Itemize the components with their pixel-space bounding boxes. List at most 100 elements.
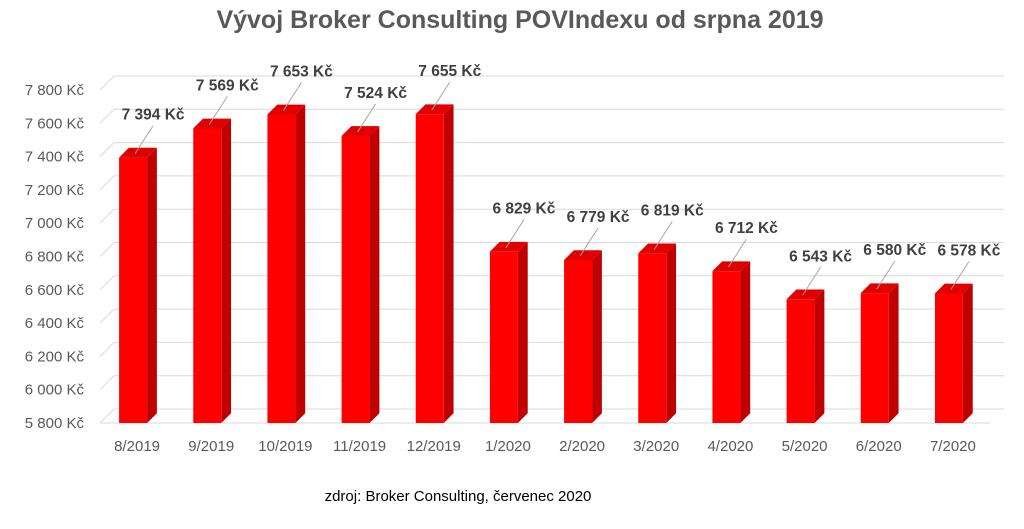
gridline-depth: [99, 175, 115, 191]
bar-side: [814, 289, 825, 423]
y-tick-label: 6 000 Kč: [25, 382, 85, 399]
bar-front: [934, 293, 963, 423]
data-label-leader: [357, 103, 377, 133]
x-tick-label: 9/2019: [188, 438, 234, 455]
bar-top: [934, 283, 973, 294]
data-label: 7 653 Kč: [270, 63, 333, 80]
gridlines: [99, 75, 1004, 424]
bar-side: [592, 250, 602, 423]
data-label-leader: [950, 261, 970, 290]
source-note: zdroj: Broker Consulting, červenec 2020: [325, 488, 592, 505]
data-label: 7 655 Kč: [418, 63, 481, 80]
y-tick-label: 6 800 Kč: [25, 249, 85, 266]
bar-side: [221, 118, 232, 423]
x-tick-label: 7/2020: [930, 438, 976, 455]
data-label-leader: [653, 221, 673, 250]
bar: [934, 283, 973, 423]
x-tick-label: 10/2019: [258, 438, 312, 455]
bar-top: [489, 241, 528, 252]
data-label: 7 394 Kč: [122, 107, 185, 124]
gridline-depth: [99, 75, 115, 91]
data-label: 7 569 Kč: [196, 77, 259, 94]
x-tick-label: 11/2019: [333, 438, 386, 455]
bar: [267, 104, 306, 424]
gridline-depth: [99, 275, 115, 291]
data-label-leader: [505, 219, 525, 248]
bar-side: [666, 243, 677, 423]
bar-side: [517, 241, 528, 423]
gridline-depth: [99, 108, 115, 124]
data-label-leader: [802, 267, 822, 296]
data-label: 6 712 Kč: [715, 220, 778, 237]
x-tick-label: 4/2020: [707, 438, 753, 455]
bar-front: [564, 259, 593, 423]
data-label-leader: [727, 238, 747, 268]
bar-front: [193, 128, 222, 424]
x-tick-label: 6/2020: [856, 438, 902, 455]
bar: [341, 126, 380, 424]
y-tick-label: 6 200 Kč: [25, 348, 85, 365]
bar: [860, 283, 899, 423]
bar-top: [712, 261, 751, 272]
data-label-leader: [876, 260, 896, 290]
data-label-leader: [431, 81, 451, 111]
bar: [786, 289, 825, 423]
gridline-depth: [99, 142, 115, 157]
x-tick-label: 12/2019: [407, 438, 461, 455]
bar-top: [860, 283, 899, 294]
data-label-leader: [282, 82, 302, 111]
x-tick-label: 5/2020: [782, 438, 828, 455]
x-axis: 8/2019 9/2019 10/2019 11/2019 12/2019 1/2020 2…: [114, 438, 976, 455]
data-label: 7 524 Kč: [344, 85, 407, 102]
bar: [415, 104, 454, 423]
y-tick-label: 7 000 Kč: [25, 215, 85, 232]
y-tick-label: 6 400 Kč: [25, 315, 85, 332]
y-tick-label: 6 600 Kč: [25, 282, 85, 299]
bar: [712, 261, 751, 423]
bar-top: [193, 118, 232, 129]
bar-front: [712, 271, 741, 423]
y-tick-label: 7 400 Kč: [25, 149, 85, 166]
gridline-depth: [99, 375, 115, 391]
bar-side: [740, 261, 751, 423]
bar: [489, 241, 528, 423]
x-tick-label: 1/2020: [485, 438, 531, 455]
data-label: 6 829 Kč: [492, 201, 555, 218]
bar-front: [638, 253, 667, 423]
data-label: 6 819 Kč: [641, 202, 704, 219]
bar-front: [860, 293, 889, 423]
bar-front: [341, 135, 370, 424]
x-tick-label: 8/2019: [114, 438, 160, 455]
bar: [638, 243, 677, 423]
y-tick-label: 5 800 Kč: [25, 415, 85, 432]
gridline-depth: [99, 308, 115, 324]
bar: [193, 118, 232, 424]
chart-title: Vývoj Broker Consulting POVIndexu od srp…: [216, 6, 823, 34]
bar-side: [295, 104, 306, 423]
bar-side: [443, 104, 454, 423]
bar-front: [415, 114, 444, 423]
bar-side: [147, 147, 157, 423]
y-tick-label: 7 800 Kč: [25, 82, 85, 99]
data-label-leader: [134, 125, 154, 154]
bar-front: [119, 157, 148, 423]
bar-front: [786, 299, 815, 423]
data-label-leader: [579, 227, 599, 257]
gridline-depth: [99, 242, 115, 257]
bar-top: [638, 243, 677, 254]
bar-top: [267, 104, 306, 115]
bar-side: [962, 283, 973, 423]
data-label-leader: [208, 96, 228, 125]
bar-side: [369, 126, 380, 424]
gridline-depth: [99, 208, 115, 224]
bar-top: [119, 147, 157, 158]
y-tick-label: 7 600 Kč: [25, 115, 85, 132]
bar: [119, 147, 157, 423]
bar-top: [786, 289, 825, 300]
bar-top: [415, 104, 454, 115]
bars: [119, 104, 973, 424]
data-label: 6 578 Kč: [937, 242, 1000, 259]
bar-side: [888, 283, 899, 423]
gridline-depth: [99, 342, 115, 357]
